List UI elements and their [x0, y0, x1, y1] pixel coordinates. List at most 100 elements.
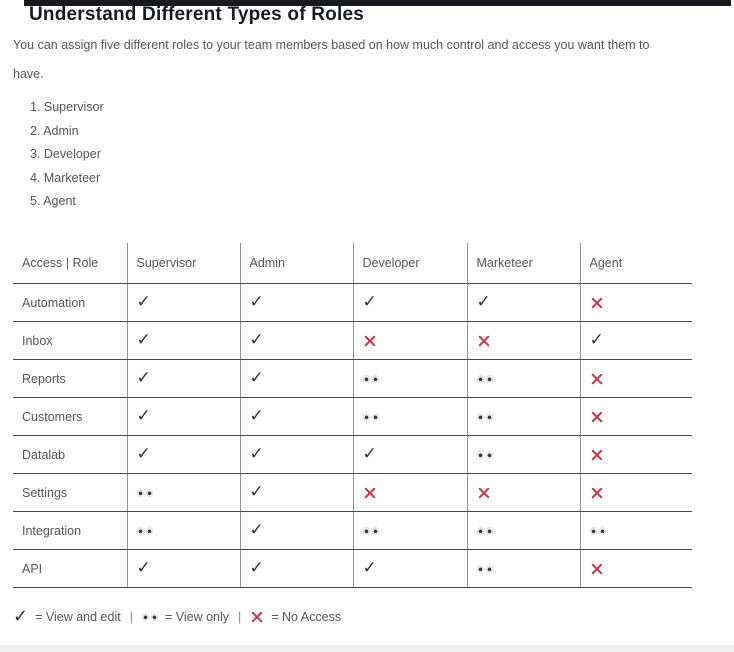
view-and-edit-check-icon: ✓: [136, 558, 151, 577]
access-cell: ✓: [239, 397, 353, 436]
view-and-edit-check-icon: ✓: [13, 606, 29, 626]
access-cell: [579, 549, 692, 588]
eye-dot: [371, 527, 379, 536]
view-and-edit-check-icon: ✓: [249, 558, 264, 577]
eye-dot: [589, 527, 597, 536]
access-cell: [352, 473, 467, 512]
no-access-x-icon: [363, 486, 377, 500]
access-cell: ✓: [352, 549, 467, 588]
view-only-eyes-icon: [589, 527, 606, 536]
no-access-x-icon: [363, 334, 377, 348]
access-cell: ✓: [239, 511, 353, 550]
table-row: Inbox ✓ ✓ ✓: [13, 321, 692, 360]
no-access-x-icon: [590, 562, 604, 576]
access-cell: ✓: [352, 435, 467, 474]
access-cell: ✓: [239, 283, 353, 322]
access-role-table: Access | Role Supervisor Admin Developer Mar…: [13, 243, 692, 588]
view-only-eyes-icon: [476, 413, 493, 422]
row-label-integration: Integration: [13, 511, 127, 550]
roles-list-item: 2. Admin: [30, 123, 79, 138]
column-header-access-role: Access | Role: [13, 243, 127, 284]
view-and-edit-check-icon: ✓: [362, 558, 377, 577]
access-cell: ✓: [126, 435, 240, 474]
no-access-x-icon: [477, 486, 491, 500]
eye-dot: [362, 375, 370, 384]
access-cell: ✓: [126, 321, 240, 360]
view-and-edit-check-icon: ✓: [136, 406, 151, 425]
eye-dot: [476, 451, 484, 460]
access-cell: [579, 511, 692, 550]
access-cell: ✓: [126, 549, 240, 588]
column-header-supervisor: Supervisor: [126, 243, 240, 284]
roles-list-item: 1. Supervisor: [30, 100, 104, 114]
eye-dot: [145, 489, 153, 498]
access-cell: [352, 321, 467, 360]
view-and-edit-check-icon: ✓: [136, 330, 151, 349]
row-label-settings: Settings: [13, 473, 127, 512]
access-cell: [466, 473, 580, 512]
eye-dot: [476, 565, 484, 574]
access-cell: [126, 511, 240, 550]
view-and-edit-check-icon: ✓: [136, 292, 151, 311]
column-header-admin: Admin: [239, 243, 353, 284]
view-and-edit-check-icon: ✓: [249, 520, 264, 539]
access-cell: ✓: [579, 321, 692, 360]
table-row: Datalab ✓ ✓ ✓: [13, 435, 692, 474]
access-cell: ✓: [126, 359, 240, 398]
view-and-edit-check-icon: ✓: [362, 444, 377, 463]
no-access-x-icon: [590, 448, 604, 462]
no-access-x-icon: [590, 372, 604, 386]
roles-list: 1. Supervisor 2. Admin 3. Developer 4. Mark…: [30, 96, 104, 214]
access-cell: [466, 549, 580, 588]
no-access-x-icon: [590, 410, 604, 424]
access-cell: ✓: [239, 549, 353, 588]
view-and-edit-check-icon: ✓: [362, 292, 377, 311]
eye-dot: [485, 413, 493, 422]
eye-dot: [476, 375, 484, 384]
eye-dot: [598, 527, 606, 536]
view-only-eyes-icon: [476, 527, 493, 536]
view-only-eyes-icon: [362, 375, 379, 384]
view-and-edit-check-icon: ✓: [249, 482, 264, 501]
table-row: Reports ✓ ✓: [13, 359, 692, 398]
view-and-edit-check-icon: ✓: [249, 330, 264, 349]
row-label-automation: Automation: [13, 283, 127, 322]
legend-separator: |: [238, 610, 242, 624]
no-access-x-icon: [590, 486, 604, 500]
access-cell: ✓: [466, 283, 580, 322]
view-only-eyes-icon: [136, 489, 153, 498]
access-cell: [466, 359, 580, 398]
top-divider-bar: [24, 0, 731, 6]
eye-dot: [150, 613, 158, 621]
access-cell: ✓: [126, 397, 240, 436]
view-and-edit-check-icon: ✓: [249, 406, 264, 425]
view-and-edit-check-icon: ✓: [136, 368, 151, 387]
column-header-developer: Developer: [352, 243, 467, 284]
page-description: You can assign five different roles to y…: [13, 38, 650, 81]
roles-list-item: 4. Marketeer: [30, 170, 101, 185]
view-only-eyes-icon: [362, 413, 379, 422]
eye-dot: [485, 527, 493, 536]
legend-separator: |: [129, 610, 133, 624]
eye-dot: [141, 613, 149, 621]
access-cell: [579, 283, 692, 322]
legend-label: = View only: [164, 610, 229, 624]
access-cell: [466, 321, 580, 360]
view-only-eyes-icon: [136, 527, 153, 536]
view-only-eyes-icon: [362, 527, 379, 536]
legend-label: = View and edit: [35, 610, 121, 624]
table-row: Automation ✓ ✓ ✓ ✓: [13, 283, 692, 322]
row-label-api: API: [13, 549, 127, 588]
eye-dot: [362, 527, 370, 536]
eye-dot: [136, 489, 144, 498]
view-and-edit-check-icon: ✓: [589, 330, 604, 349]
access-cell: [466, 435, 580, 474]
table-row: Integration ✓: [13, 511, 692, 550]
access-cell: [579, 473, 692, 512]
view-only-eyes-icon: [141, 613, 158, 621]
access-cell: [466, 397, 580, 436]
row-label-customers: Customers: [13, 397, 127, 436]
no-access-x-icon: [250, 610, 264, 624]
access-cell: [352, 359, 467, 398]
access-cell: ✓: [239, 435, 353, 474]
